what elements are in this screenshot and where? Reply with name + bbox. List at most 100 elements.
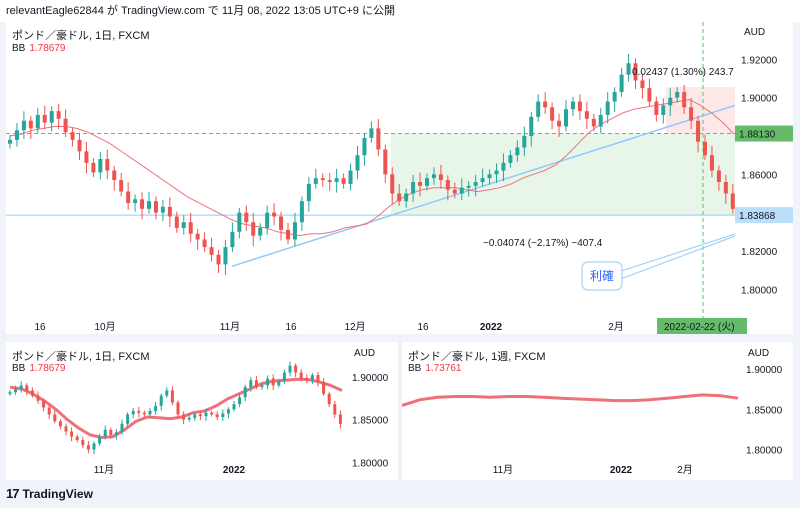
main-xtick-4: 12月 — [344, 321, 365, 333]
daily-candle-20 — [120, 423, 124, 433]
main-candle-55 — [390, 174, 395, 194]
daily-candle-14 — [86, 445, 90, 450]
main-candle-94 — [661, 105, 666, 115]
main-candle-104 — [730, 193, 735, 209]
main-candle-32 — [230, 231, 235, 248]
daily-candle-15 — [92, 443, 96, 450]
main-y-tick-5: 1.82000 — [741, 247, 778, 258]
main-candle-80 — [564, 109, 568, 127]
daily-candle-26 — [154, 405, 158, 411]
main-xtick-2: 11月 — [220, 321, 240, 333]
main-candle-69 — [487, 174, 492, 179]
publish-info-text: relevantEagle62844 が TradingView.com で 1… — [6, 5, 395, 17]
weekly-xtick-1: 2022 — [610, 465, 633, 476]
main-candle-98 — [689, 107, 694, 121]
main-xtick-7: 2月 — [608, 321, 624, 333]
main-candle-78 — [550, 107, 555, 121]
main-candle-77 — [543, 101, 548, 108]
daily-candle-38 — [221, 413, 225, 417]
main-candle-30 — [216, 254, 221, 265]
main-candle-49 — [348, 170, 353, 184]
daily-y-tick-0: 1.90000 — [352, 373, 389, 384]
daily-y-tick-1: 1.85000 — [352, 416, 389, 427]
daily-candle-28 — [165, 390, 169, 396]
main-candle-14 — [105, 159, 110, 171]
note-pointer-a — [617, 233, 736, 273]
daily-candle-33 — [193, 414, 197, 418]
main-candle-43 — [306, 183, 311, 202]
main-candle-36 — [258, 227, 263, 236]
main-candle-11 — [84, 151, 89, 163]
daily-candle-59 — [338, 414, 342, 424]
daily-candle-47 — [271, 378, 275, 386]
daily-chart[interactable]: 1.90000 1.85000 1.80000 11月 2022 — [6, 342, 398, 480]
daily-candle-3 — [25, 385, 29, 391]
daily-candle-56 — [322, 381, 326, 394]
daily-candle-54 — [310, 375, 314, 381]
daily-candle-27 — [159, 395, 163, 406]
daily-candle-32 — [187, 417, 191, 420]
main-candle-70 — [494, 170, 499, 175]
main-candle-73 — [515, 147, 520, 156]
weekly-price-axis-bg — [740, 342, 793, 480]
main-candle-87 — [612, 91, 617, 102]
main-candle-61 — [431, 174, 436, 179]
main-candle-33 — [237, 212, 242, 232]
main-candle-31 — [223, 247, 228, 265]
daily-bb-legend: BB 1.78679 — [12, 363, 66, 374]
daily-xtick-1: 2022 — [223, 465, 246, 476]
main-candle-83 — [584, 111, 589, 119]
daily-y-tick-2: 1.80000 — [352, 458, 389, 469]
main-candle-92 — [647, 88, 652, 102]
daily-candle-34 — [198, 414, 202, 417]
publish-info: relevantEagle62844 が TradingView.com で 1… — [0, 0, 800, 22]
main-candle-15 — [112, 170, 117, 181]
daily-candle-35 — [204, 412, 208, 417]
note-box — [581, 261, 623, 291]
main-y-tick-6: 1.80000 — [741, 285, 778, 296]
weekly-chart-panel[interactable]: 1.90000 1.85000 1.80000 11月 2022 2月 ポンド／豪ドル, … — [402, 342, 793, 480]
price-tag-green-bg — [735, 125, 793, 142]
note-text: 利確 — [590, 268, 614, 283]
main-candle-27 — [195, 233, 200, 240]
main-candle-51 — [362, 137, 367, 156]
daily-candle-5 — [36, 395, 40, 401]
bb-value: 1.78679 — [29, 43, 66, 54]
main-candle-71 — [501, 162, 506, 171]
main-candle-22 — [160, 206, 165, 213]
weekly-chart[interactable]: 1.90000 1.85000 1.80000 11月 2022 2月 — [402, 342, 793, 480]
daily-candle-49 — [282, 372, 286, 382]
main-candle-25 — [181, 222, 186, 228]
daily-candle-53 — [305, 378, 309, 381]
weekly-y-tick-2: 1.80000 — [746, 446, 783, 457]
daily-price-axis-bg — [346, 342, 398, 480]
main-candle-90 — [633, 63, 638, 81]
daily-candle-24 — [142, 412, 146, 415]
main-candle-81 — [570, 101, 575, 110]
daily-candle-57 — [327, 393, 331, 405]
main-xtick-1: 10月 — [94, 321, 115, 333]
main-candle-48 — [341, 178, 346, 184]
main-chart[interactable]: 1.920001.900001.880001.860001.840001.820… — [6, 22, 793, 334]
daily-candle-51 — [294, 365, 298, 373]
daily-chart-panel[interactable]: 1.90000 1.85000 1.80000 11月 2022 ポンド／豪ドル, 1日… — [6, 342, 398, 480]
main-candle-58 — [411, 182, 416, 194]
main-candle-52 — [369, 128, 374, 138]
main-candle-101 — [709, 155, 714, 171]
main-candle-66 — [466, 185, 471, 188]
main-candle-93 — [654, 101, 659, 115]
main-candle-34 — [244, 212, 249, 223]
bb-label: BB — [12, 43, 26, 54]
main-candle-8 — [63, 118, 68, 133]
daily-candle-42 — [243, 387, 247, 398]
daily-candle-6 — [42, 400, 46, 408]
profit-zone — [391, 133, 735, 216]
daily-candle-9 — [58, 421, 62, 427]
main-bb-legend: BB 1.78679 — [12, 43, 66, 54]
tradingview-footer[interactable]: 17 TradingView — [6, 484, 93, 504]
main-candle-76 — [536, 101, 541, 117]
main-chart-panel[interactable]: 1.920001.900001.880001.860001.840001.820… — [6, 22, 793, 334]
main-candle-54 — [383, 149, 388, 175]
main-candle-84 — [591, 118, 596, 127]
bb-label: BB — [408, 363, 422, 374]
